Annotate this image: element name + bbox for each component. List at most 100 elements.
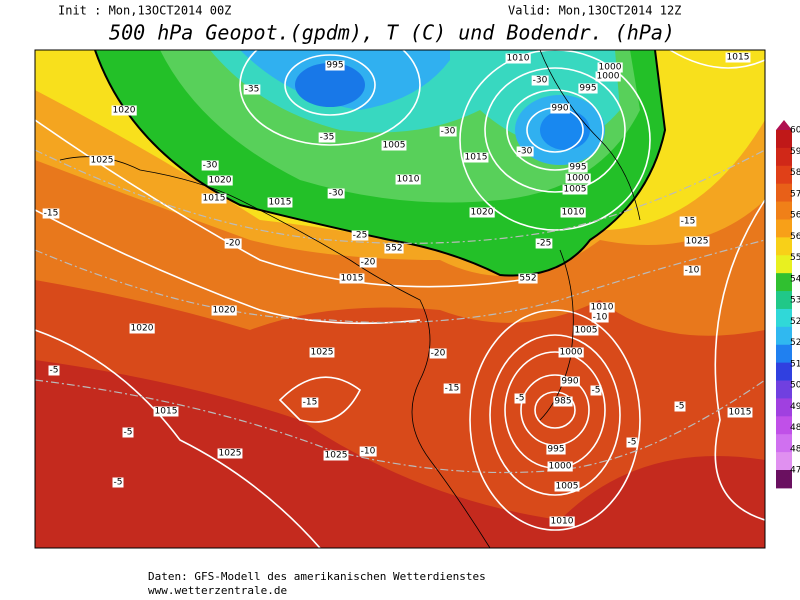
temperature-label-bg <box>674 401 686 412</box>
isobar-label: 1020 <box>471 208 494 218</box>
colorbar-cap-bottom <box>776 470 792 480</box>
isobar-label-bg <box>595 71 621 82</box>
isobar-label: 985 <box>554 397 571 407</box>
temperature-label-bg <box>443 383 461 394</box>
temperature-label-bg <box>439 126 457 137</box>
height-label: 552 <box>385 244 402 254</box>
isobar-label-bg <box>267 197 293 208</box>
isobar-label-bg <box>323 450 349 461</box>
temperature-label-bg <box>626 437 638 448</box>
temperature-label: -20 <box>361 258 376 268</box>
isobar-label-bg <box>207 175 233 186</box>
isobar-label: 1000 <box>560 348 583 358</box>
colorbar-segment <box>776 344 792 364</box>
isobar-label: 1025 <box>325 451 348 461</box>
colorbar-label: 49 <box>790 402 800 412</box>
isobar-label: 1015 <box>727 53 750 63</box>
isobar-label-bg <box>597 62 623 73</box>
isobar-label-bg <box>325 60 345 71</box>
temperature-label: -15 <box>303 398 318 408</box>
temperature-label: -35 <box>320 133 335 143</box>
isobar-label: 1020 <box>131 324 154 334</box>
colorbar-segment <box>776 380 792 399</box>
colorbar-segment <box>776 147 792 167</box>
valid-time: Valid: Mon,13OCT2014 12Z <box>508 4 681 18</box>
isobar-label: 1015 <box>269 198 292 208</box>
footer-source: Daten: GFS-Modell des amerikanischen Wet… <box>148 570 486 583</box>
isobar-label: 1000 <box>599 63 622 73</box>
temperature-label: -5 <box>124 428 133 438</box>
isobar-label-bg <box>568 162 588 173</box>
colorbar-segment <box>776 326 792 346</box>
temperature-label: -10 <box>685 266 700 276</box>
isobar-label-bg <box>469 207 495 218</box>
isobar-label: 1020 <box>213 306 236 316</box>
temperature-label-bg <box>683 265 701 276</box>
isobar-label: 995 <box>326 61 343 71</box>
temperature-label-bg <box>591 312 609 323</box>
isobar-label-bg <box>565 173 591 184</box>
temperature-label-bg <box>359 257 377 268</box>
temperature-label-bg <box>122 427 134 438</box>
temperature-label-bg <box>301 397 319 408</box>
temperature-label-bg <box>590 385 602 396</box>
temperature-label: -30 <box>203 161 218 171</box>
isobar-label: 1025 <box>311 348 334 358</box>
colorbar-segment <box>776 308 792 328</box>
temperature-label: -10 <box>361 447 376 457</box>
temperature-label-bg <box>429 348 447 359</box>
colorbar-label: 48 <box>790 444 800 454</box>
height-label: 552 <box>519 274 536 284</box>
isobar-label: 1020 <box>209 176 232 186</box>
isobar-label: 1005 <box>575 326 598 336</box>
temperature-label-bg <box>514 393 526 404</box>
colorbar-segment <box>776 416 792 435</box>
colorbar-segment <box>776 255 792 274</box>
colorbar: 60 59 58 57 56 56 55 54 53 52 52 51 50 49 48 48 47 <box>776 120 800 489</box>
isobar-label: 1010 <box>562 208 585 218</box>
isobar-label-bg <box>211 305 237 316</box>
temperature-label-bg <box>318 132 336 143</box>
colorbar-label: 52 <box>790 338 800 348</box>
isobar-label-bg <box>553 396 573 407</box>
isobar-label: 1025 <box>91 156 114 166</box>
isobar-label-bg <box>684 236 710 247</box>
colorbar-segment <box>776 273 792 292</box>
isobar-label-bg <box>562 184 588 195</box>
temperature-label: -30 <box>329 189 344 199</box>
isobar-label-bg <box>727 407 753 418</box>
isobar-label: 1005 <box>383 141 406 151</box>
colorbar-label: 51 <box>790 359 800 369</box>
isobar-label-bg <box>89 155 115 166</box>
temperature-label-bg <box>327 188 345 199</box>
temperature-label: -5 <box>592 386 601 396</box>
temperature-label: -30 <box>533 76 548 86</box>
init-time: Init : Mon,13OCT2014 00Z <box>58 4 231 18</box>
temperature-label-bg <box>243 84 261 95</box>
isobar-label-bg <box>560 376 580 387</box>
isobar-label: 995 <box>579 84 596 94</box>
isobar-label-bg <box>725 52 751 63</box>
temperature-label: -30 <box>441 127 456 137</box>
isobar-label-bg <box>546 444 566 455</box>
temperature-label-bg <box>516 146 534 157</box>
colorbar-label: 55 <box>790 253 800 263</box>
colorbar-segment <box>776 237 792 256</box>
temperature-label: -15 <box>681 217 696 227</box>
isobar-label: 990 <box>551 104 568 114</box>
isobar-label: 1015 <box>155 407 178 417</box>
isobar-label-bg <box>201 193 227 204</box>
colorbar-label: 57 <box>790 189 800 199</box>
isobar-label-bg <box>309 347 335 358</box>
isobar-label-bg <box>549 516 575 527</box>
temperature-label: -20 <box>431 349 446 359</box>
colorbar-label: 52 <box>790 317 800 327</box>
temperature-label-bg <box>42 208 60 219</box>
colorbar-label: 56 <box>790 232 800 242</box>
colorbar-segment <box>776 434 792 453</box>
isobar-label: 1015 <box>729 408 752 418</box>
temperature-label: -10 <box>593 313 608 323</box>
colorbar-cap-top <box>776 120 792 130</box>
